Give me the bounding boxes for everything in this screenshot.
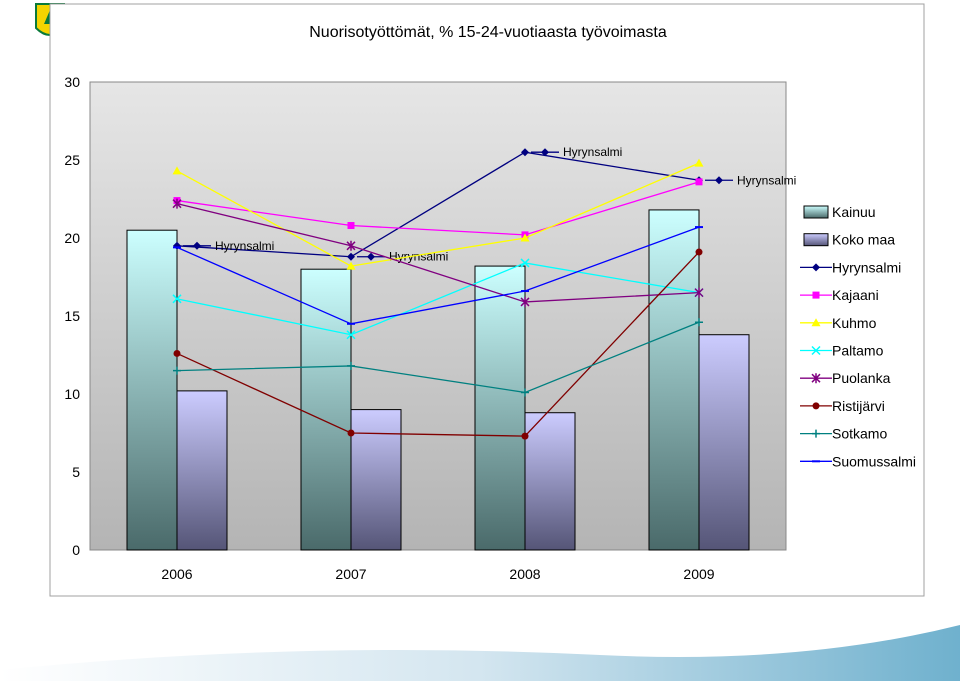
legend-item-hyrynsalmi: Hyrynsalmi	[800, 259, 901, 275]
point-kuhmo	[172, 166, 182, 175]
y-axis-ticks: 0 5 10 15 20 25 30	[64, 74, 80, 558]
data-label: Hyrynsalmi	[215, 239, 274, 253]
bar-koko-maa	[698, 334, 750, 551]
legend-item-kainuu: Kainuu	[803, 204, 876, 220]
bar-koko-maa	[524, 412, 576, 551]
line-puolanka	[176, 203, 700, 303]
legend-label: Puolanka	[832, 370, 891, 386]
point-puolanka	[520, 296, 530, 307]
data-label: Hyrynsalmi	[737, 173, 796, 187]
point-ristijarvi	[347, 429, 355, 437]
legend-marker	[812, 429, 820, 438]
x-tick-label: 2009	[683, 566, 714, 582]
legend-label: Kajaani	[832, 287, 879, 303]
data-label-marker	[541, 148, 549, 157]
bar-kainuu	[474, 265, 526, 551]
point-ristijarvi	[695, 248, 703, 256]
line-sotkamo	[176, 321, 700, 394]
legend-marker	[812, 402, 820, 410]
point-hyrynsalmi	[347, 252, 355, 261]
legend-swatch	[803, 233, 829, 247]
line-kuhmo	[176, 162, 700, 267]
legend-label: Ristijärvi	[832, 398, 885, 414]
legend-marker	[812, 263, 820, 272]
bar-kainuu	[126, 229, 178, 551]
bar-kainuu	[648, 209, 700, 551]
legend-item-suomussalmi: Suomussalmi	[800, 453, 916, 469]
data-label-marker	[367, 252, 375, 261]
point-paltamo	[520, 258, 530, 268]
legend-item-kajaani: Kajaani	[800, 287, 879, 303]
point-puolanka	[172, 198, 182, 209]
data-label-key	[705, 176, 733, 185]
point-kuhmo	[346, 261, 356, 270]
legend-item-sotkamo: Sotkamo	[800, 426, 887, 442]
point-kuhmo	[520, 233, 530, 242]
line-suomussalmi	[176, 226, 700, 325]
point-hyrynsalmi	[521, 148, 529, 157]
data-label-key	[183, 241, 211, 250]
legend-label: Kuhmo	[832, 315, 877, 331]
data-label-key	[531, 148, 559, 157]
point-paltamo	[346, 330, 356, 340]
point-paltamo	[172, 294, 182, 304]
legend: Kainuu Koko maa Hyrynsalmi Kajaani Kuhmo Palt…	[800, 204, 916, 469]
y-tick-label: 20	[64, 230, 80, 246]
x-axis-ticks: 2006 2007 2008 2009	[161, 566, 714, 582]
point-ristijarvi	[521, 432, 529, 440]
data-label-marker	[193, 241, 201, 250]
legend-swatch	[803, 205, 829, 219]
data-label-marker	[715, 176, 723, 185]
line-ristijarvi	[176, 251, 700, 437]
legend-label: Kainuu	[832, 204, 876, 220]
legend-marker	[812, 291, 820, 299]
legend-marker	[811, 373, 821, 384]
legend-label: Paltamo	[832, 343, 884, 359]
x-tick-label: 2007	[335, 566, 366, 582]
point-puolanka	[694, 287, 704, 298]
x-tick-label: 2008	[509, 566, 540, 582]
legend-label: Sotkamo	[832, 426, 887, 442]
line-hyrynsalmi	[176, 151, 700, 258]
legend-item-kuhmo: Kuhmo	[800, 315, 877, 331]
decorative-wave	[0, 625, 960, 681]
y-tick-label: 10	[64, 386, 80, 402]
line-kajaani	[176, 181, 700, 236]
legend-marker	[811, 318, 821, 327]
legend-label: Hyrynsalmi	[832, 259, 901, 275]
line-paltamo	[176, 262, 700, 336]
chart-title: Nuorisotyöttömät, % 15-24-vuotiaasta työ…	[309, 24, 667, 41]
y-tick-label: 25	[64, 152, 80, 168]
point-sotkamo	[521, 388, 529, 397]
legend-item-ristijarvi: Ristijärvi	[800, 398, 885, 414]
bar-series	[126, 209, 750, 551]
point-sotkamo	[695, 318, 703, 327]
legend-item-paltamo: Paltamo	[800, 343, 884, 359]
legend-label: Suomussalmi	[832, 453, 916, 469]
data-label: Hyrynsalmi	[563, 145, 622, 159]
legend-item-puolanka: Puolanka	[800, 370, 891, 386]
legend-item-koko-maa: Koko maa	[803, 232, 895, 248]
legend-marker	[811, 345, 821, 356]
point-kajaani	[695, 178, 703, 186]
x-tick-label: 2006	[161, 566, 192, 582]
legend-label: Koko maa	[832, 232, 895, 248]
bar-kainuu	[300, 268, 352, 551]
point-sotkamo	[173, 366, 181, 375]
data-label-key	[357, 252, 385, 261]
y-tick-label: 30	[64, 74, 80, 90]
point-puolanka	[346, 240, 356, 251]
point-sotkamo	[347, 361, 355, 370]
bar-koko-maa	[176, 390, 228, 551]
point-ristijarvi	[173, 349, 181, 357]
point-kuhmo	[694, 158, 704, 167]
y-tick-label: 0	[72, 542, 80, 558]
point-kajaani	[347, 222, 355, 230]
bar-koko-maa	[350, 409, 402, 551]
y-tick-label: 5	[72, 464, 80, 480]
y-tick-label: 15	[64, 308, 80, 324]
